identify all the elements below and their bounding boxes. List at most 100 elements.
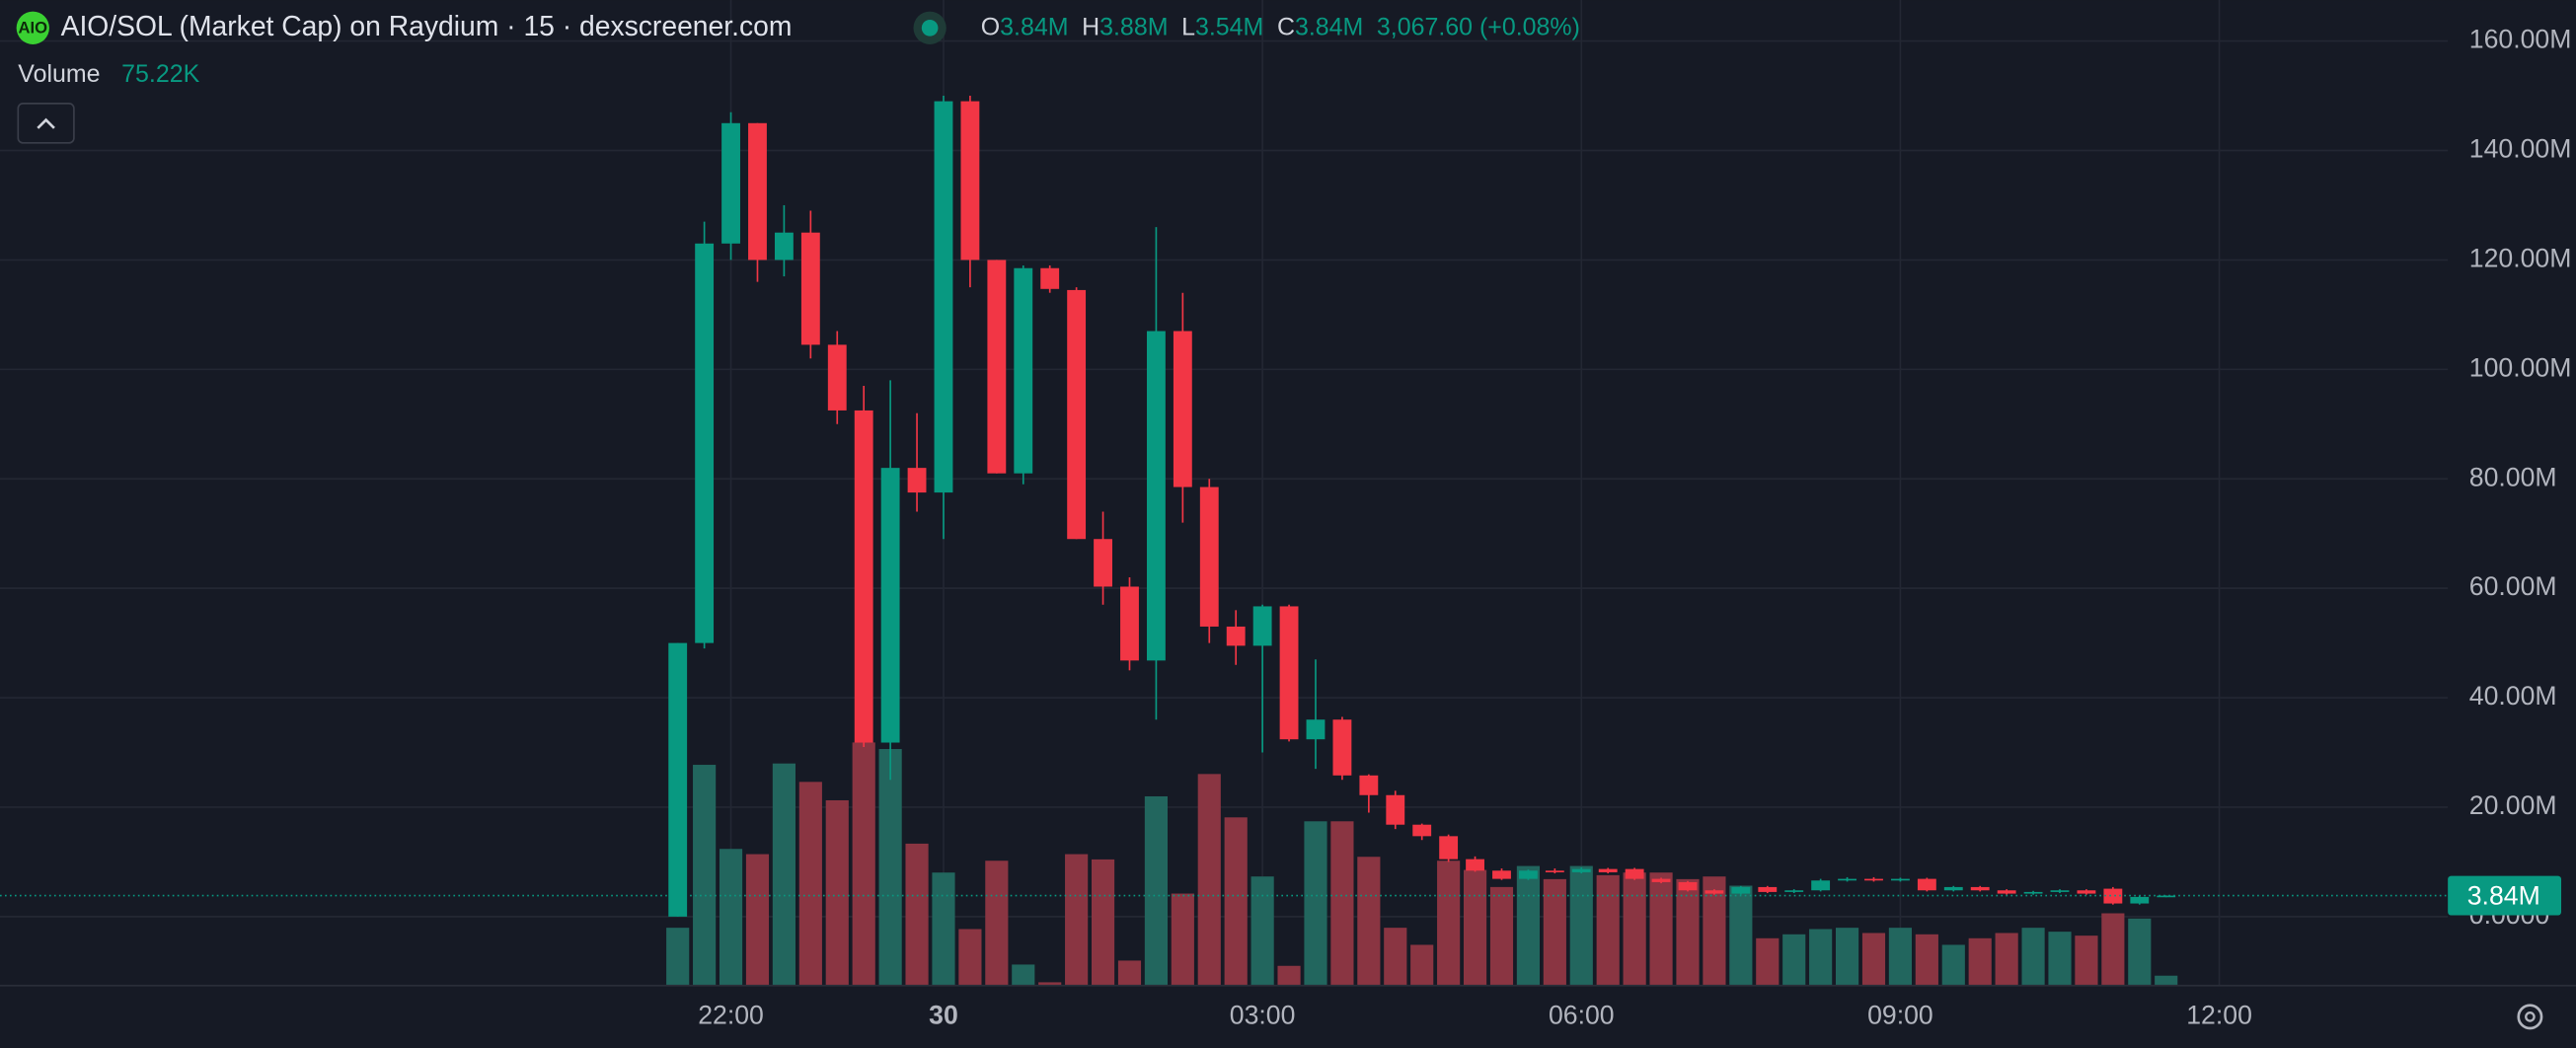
candle-body <box>2023 891 2043 894</box>
volume-bar <box>1012 964 1035 986</box>
volume-bar <box>1782 934 1806 986</box>
volume-bar <box>1065 854 1089 986</box>
candle-body <box>854 410 873 743</box>
candle-body <box>1120 586 1139 661</box>
candle-body <box>1252 606 1272 646</box>
candle-body <box>1040 267 1060 289</box>
candle-body <box>721 122 740 244</box>
candle-body <box>1094 539 1112 587</box>
volume-bar <box>1809 929 1833 986</box>
close-value: 3.84M <box>1295 13 1363 40</box>
volume-bar <box>878 749 902 986</box>
candle-body <box>827 344 847 411</box>
candle-body <box>1014 267 1033 474</box>
volume-bar <box>905 843 929 986</box>
candle-body <box>748 122 767 261</box>
collapse-button-frame[interactable] <box>17 103 75 144</box>
candle-body <box>1226 626 1246 646</box>
last-price-label: 3.84M <box>2467 880 2540 910</box>
volume-bar <box>1410 944 1434 986</box>
candle-body <box>695 243 715 643</box>
volume-bar <box>1569 865 1593 986</box>
candle-body <box>1518 870 1538 879</box>
settings-icon-center[interactable] <box>2525 1011 2536 1022</box>
candle-body <box>1412 824 1432 837</box>
volume-bar <box>1649 872 1673 986</box>
candle-body <box>1598 868 1618 872</box>
volume-bar <box>798 782 822 986</box>
candle-body <box>1705 890 1724 894</box>
candle-body <box>1067 289 1087 540</box>
candle-body <box>2077 890 2096 894</box>
x-tick-label: 12:00 <box>2186 1000 2252 1029</box>
volume-bar <box>1384 928 1407 986</box>
volume-bar <box>1995 933 2018 986</box>
settings-icon[interactable] <box>2517 1004 2543 1030</box>
candle-body <box>1678 881 1698 891</box>
volume-bar <box>693 765 717 986</box>
axes: 160.00M 140.00M 120.00M 100.00M 80.00M 60.00M… <box>0 25 2576 1029</box>
volume-bar <box>1277 965 1301 986</box>
token-logo <box>16 11 49 44</box>
volume-label: Volume <box>18 60 100 88</box>
candle-body <box>1864 878 1883 881</box>
volume-bar <box>1915 934 1938 986</box>
volume-bar <box>1888 928 1913 986</box>
ohlc-legend: O3.84M H3.88M L3.54M C3.84M 3,067.60 (+0… <box>981 13 1580 40</box>
volume-bar <box>2021 928 2045 986</box>
candle-body <box>1173 331 1192 487</box>
volume-bar <box>958 929 982 986</box>
volume-bar <box>2128 918 2152 986</box>
volume-bar <box>772 763 796 986</box>
volume-bar <box>719 849 743 986</box>
candle-body <box>907 468 927 493</box>
last-price-tag <box>2448 875 2562 916</box>
candle-body <box>1943 886 1963 891</box>
volume-bar <box>1516 865 1540 986</box>
change-value: 3,067.60 (+0.08%) <box>1377 13 1580 40</box>
high-value: 3.88M <box>1099 13 1168 40</box>
x-tick-label: 06:00 <box>1549 1000 1615 1029</box>
collapse-icon[interactable] <box>37 117 55 129</box>
candle-body <box>1439 836 1459 860</box>
volume-bar <box>825 799 849 986</box>
collapse-button[interactable] <box>17 103 75 144</box>
candle-body <box>1758 886 1778 892</box>
high-label: H <box>1082 13 1099 40</box>
x-tick-label: 22:00 <box>698 1000 764 1029</box>
candle-body <box>1571 868 1591 872</box>
volume-bar <box>1197 774 1221 986</box>
candle-body <box>1466 859 1484 871</box>
candle-body <box>1625 868 1644 879</box>
volume-bar <box>2048 932 2072 986</box>
volume-value: 75.22K <box>121 60 199 88</box>
y-tick-label: 160.00M <box>2469 25 2572 54</box>
volume-bar <box>2075 936 2098 986</box>
candle-body <box>1545 870 1564 872</box>
candle-body <box>2103 888 2123 904</box>
candle-body <box>880 468 900 743</box>
candle-body <box>2157 895 2176 898</box>
y-tick-label: 140.00M <box>2469 134 2572 164</box>
open-label: O <box>981 13 1000 40</box>
volume-bar <box>985 861 1009 986</box>
volume-bar <box>1250 876 1274 986</box>
x-tick-label: 30 <box>929 1000 958 1029</box>
volume-bar <box>1941 944 1965 986</box>
candle-body <box>1279 606 1299 740</box>
candle-body <box>1651 878 1671 882</box>
volume-bar <box>1489 886 1514 986</box>
candle-body <box>1997 890 2016 894</box>
x-tick-label: 03:00 <box>1230 1000 1296 1029</box>
settings-button[interactable] <box>2517 1004 2543 1030</box>
candle-body <box>1492 870 1511 879</box>
volume-bar <box>1596 874 1620 986</box>
y-tick-label: 60.00M <box>2469 571 2557 601</box>
candle-body <box>2050 890 2070 892</box>
candle-body <box>1332 719 1352 776</box>
volume-bar <box>745 854 770 986</box>
candle-body <box>2130 896 2150 904</box>
volume-bar <box>2155 975 2178 986</box>
candle-body <box>987 260 1007 474</box>
low-value: 3.54M <box>1195 13 1263 40</box>
